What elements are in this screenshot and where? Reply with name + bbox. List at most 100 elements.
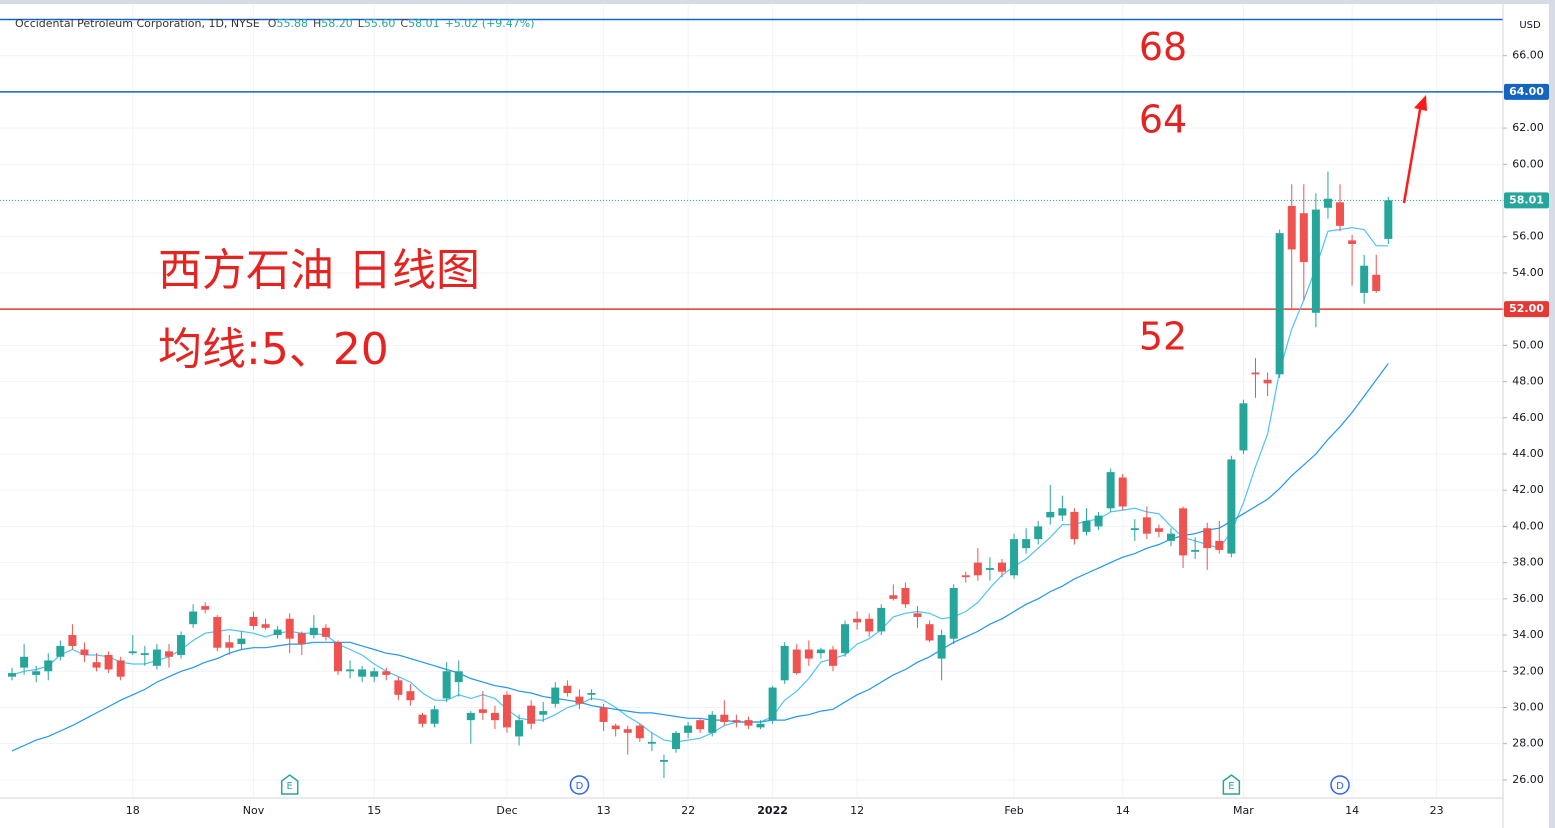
candle-body [1046,511,1055,518]
candle-body [418,714,427,724]
last-price-box [1504,192,1549,209]
candle-body [816,649,825,654]
y-tick-label: 66.00 [1512,49,1544,62]
candle-body [346,669,355,672]
candle-body [1323,198,1332,208]
annotation: 均线:5、20 [158,324,389,375]
candle-body [780,645,789,681]
candle-body [56,645,65,657]
candle-body [684,725,693,733]
candle-body [177,635,186,655]
x-tick-label: 18 [126,804,140,817]
x-tick-label: Mar [1233,804,1254,817]
candle-body [1348,240,1357,244]
candle-body [225,642,234,648]
candle-body [213,616,222,648]
ma-line [11,227,1389,743]
y-tick-label: 36.00 [1512,592,1544,605]
candle-body [370,671,379,677]
candle-body [804,649,813,659]
candle-body [1191,549,1200,552]
candle-body [128,651,137,654]
candle-body [237,638,246,645]
right-frame [1549,0,1555,828]
candle-body [937,635,946,659]
header-key: L [358,17,365,30]
candle-body [68,635,77,646]
event-label: E [1228,781,1234,792]
candle-body [768,687,777,721]
candle-body [599,707,608,722]
candle-body [575,696,584,704]
candle-body [1372,274,1381,292]
y-tick-label: 48.00 [1512,375,1544,388]
event-label: D [576,781,584,792]
candle-body [1070,511,1079,540]
candle-body [32,671,41,675]
event-marker [280,774,299,795]
top-frame [0,0,1555,4]
candle-body [333,642,342,672]
header-value: 58.20 [321,17,353,30]
candle-body [201,606,210,610]
candle-body [116,660,125,677]
header-change: +5.02 (+9.47%) [445,17,535,30]
candle-body [961,575,970,578]
y-tick-label: 44.00 [1512,447,1544,460]
header-value: 58.01 [408,17,440,30]
candle-body [478,709,487,713]
event-label: D [1336,781,1344,792]
candle-body [744,720,753,726]
arrow-head [1414,95,1427,111]
candle-body [1360,265,1369,293]
candle-body [587,692,596,695]
candle-body [696,720,705,730]
y-tick-label: 26.00 [1512,773,1544,786]
candle-body [249,616,258,627]
candle-body [1142,517,1151,534]
candle-body [164,651,173,657]
candle-body [1384,200,1393,239]
y-tick-label: 62.00 [1512,121,1544,134]
candle-body [913,613,922,617]
y-tick-label: 54.00 [1512,266,1544,279]
level-text: 64 [1139,97,1187,141]
candle-body [997,562,1006,572]
header-title: Occidental Petroleum Corporation, 1D, NY… [15,17,260,30]
x-tick-label: Feb [1004,804,1023,817]
candle-body [949,587,958,639]
x-tick-label: 14 [1116,804,1130,817]
candle-body [1034,526,1043,540]
event-marker [1222,774,1241,795]
candle-body [1336,202,1345,226]
y-tick-label: 32.00 [1512,664,1544,677]
event-label: E [287,781,293,792]
candle-body [985,568,994,570]
candle-body [889,595,898,599]
candle-body [659,759,668,762]
candle-body [466,712,475,721]
y-tick-label: 46.00 [1512,411,1544,424]
candle-body [104,654,113,670]
y-tick-label: 30.00 [1512,700,1544,713]
header-key: H [313,17,321,30]
candle-body [1275,233,1284,375]
x-tick-label: Dec [496,804,517,817]
candle-body [189,611,198,625]
y-tick-label: 40.00 [1512,519,1544,532]
candle-body [1203,528,1212,549]
candle-body [1058,508,1067,516]
candle-body [672,732,681,750]
x-tick-label: 23 [1430,804,1444,817]
candle-body [732,720,741,722]
candle-body [1287,205,1296,250]
candle-body [1239,403,1248,451]
y-tick-label: 56.00 [1512,230,1544,243]
candle-body [1227,459,1236,554]
x-tick-label: 14 [1345,804,1359,817]
y-tick-label: 42.00 [1512,483,1544,496]
candle-body [515,720,524,737]
x-tick-label: 13 [597,804,611,817]
candle-body [877,607,886,632]
